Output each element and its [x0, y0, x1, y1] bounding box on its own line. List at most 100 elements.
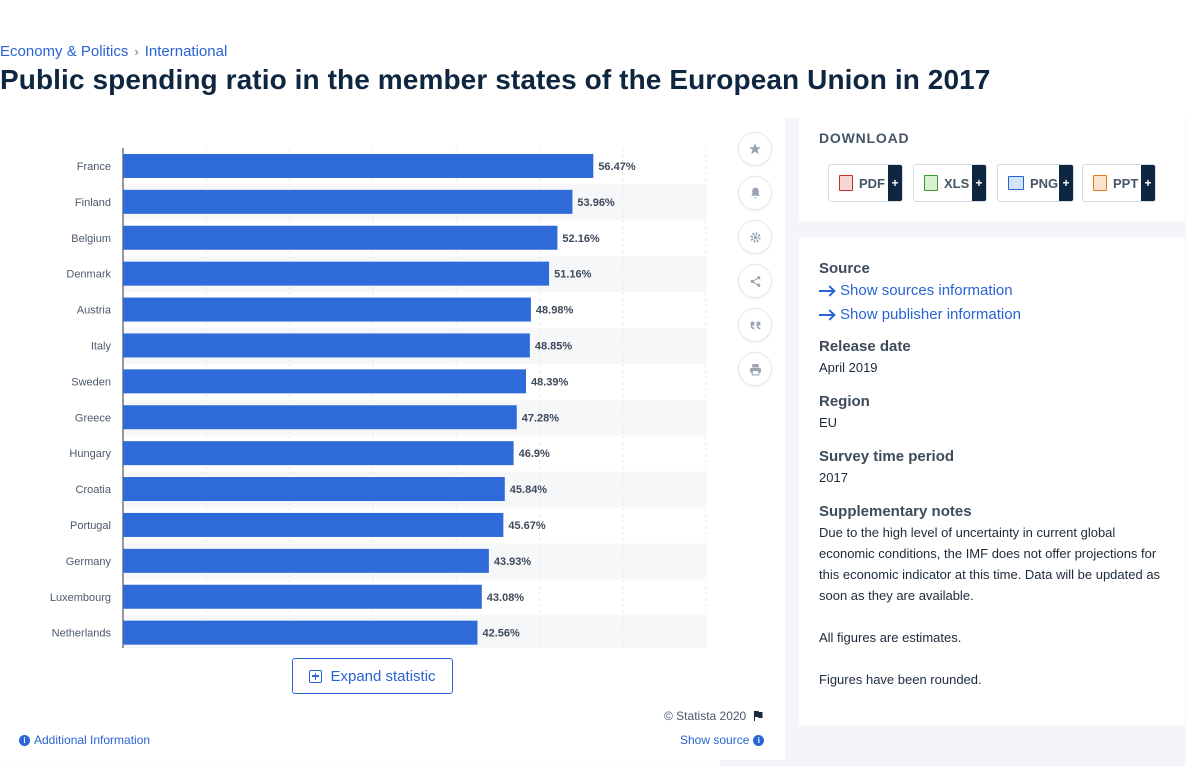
region-label: Region [819, 393, 870, 410]
flag-icon[interactable] [752, 710, 764, 722]
expand-statistic-label: Expand statistic [330, 667, 436, 685]
bar[interactable] [123, 261, 550, 286]
survey-period-value: 2017 [819, 470, 848, 485]
pdf-plus: + [888, 165, 902, 201]
quote-icon[interactable] [738, 308, 772, 342]
bar[interactable] [123, 333, 530, 358]
show-publisher-label: Show publisher information [840, 306, 1021, 323]
arrow-right-icon [819, 314, 833, 316]
category-label: Denmark [66, 269, 111, 281]
category-label: Germany [66, 556, 112, 568]
release-date-label: Release date [819, 338, 911, 355]
value-label: 45.84% [510, 484, 548, 496]
breadcrumb: Economy & Politics › International [0, 43, 227, 60]
category-label: Finland [75, 197, 111, 209]
info-card: Source Show sources information Show pub… [799, 237, 1185, 725]
category-label: Greece [75, 412, 111, 424]
show-source-link[interactable]: Show source i [680, 733, 765, 747]
star-icon[interactable] [738, 132, 772, 166]
category-label: Austria [77, 305, 112, 317]
ppt-label: PPT [1113, 175, 1139, 191]
supplementary-notes-text: Due to the high level of uncertainty in … [819, 525, 1161, 603]
value-label: 42.56% [482, 628, 520, 640]
value-label: 51.16% [554, 269, 592, 281]
gear-icon[interactable] [738, 220, 772, 254]
value-label: 53.96% [577, 197, 615, 209]
bar[interactable] [123, 153, 594, 178]
copyright-text: © Statista 2020 [664, 709, 747, 723]
bar[interactable] [123, 584, 482, 609]
page-header [0, 0, 1186, 118]
bar[interactable] [123, 620, 478, 645]
download-png-button[interactable]: PNG + [997, 164, 1074, 202]
value-label: 52.16% [562, 233, 600, 245]
show-sources-link[interactable]: Show sources information [819, 279, 1164, 303]
value-label: 48.39% [531, 376, 569, 388]
arrow-right-icon [819, 290, 833, 292]
value-label: 43.93% [494, 556, 532, 568]
bar[interactable] [123, 189, 573, 214]
value-label: 48.85% [535, 340, 573, 352]
bar[interactable] [123, 548, 489, 573]
plus-square-icon [309, 669, 323, 683]
category-label: Croatia [76, 484, 112, 496]
bar[interactable] [123, 369, 527, 394]
bell-icon[interactable] [738, 176, 772, 210]
value-label: 45.67% [508, 520, 546, 532]
value-label: 48.98% [536, 305, 574, 317]
download-title: DOWNLOAD [819, 130, 910, 146]
additional-information-label: Additional Information [34, 733, 151, 747]
expand-statistic-button[interactable]: Expand statistic [292, 658, 453, 694]
release-date-value: April 2019 [819, 360, 878, 375]
xls-label: XLS [944, 175, 970, 191]
xls-plus: + [972, 165, 986, 201]
notes-estimates: All figures are estimates. [819, 630, 962, 645]
region-value: EU [819, 415, 838, 430]
download-xls-button[interactable]: XLS + [913, 164, 987, 202]
share-icon[interactable] [738, 264, 772, 298]
additional-information-link[interactable]: i Additional Information [19, 733, 150, 747]
page-title: Public spending ratio in the member stat… [0, 64, 991, 95]
copyright: © Statista 2020 [664, 709, 764, 723]
bar-chart: France 56.47% Finland 53.96% Belgium 52.16% De… [50, 148, 707, 648]
category-label: Sweden [71, 376, 111, 388]
info-icon: i [753, 734, 765, 746]
notes-rounded: Figures have been rounded. [819, 672, 982, 687]
breadcrumb-international[interactable]: International [144, 43, 228, 60]
download-card: DOWNLOAD PDF + XLS + PNG + PPT + [799, 118, 1185, 221]
ppt-plus: + [1141, 165, 1155, 201]
category-label: Portugal [70, 520, 111, 532]
survey-period-label: Survey time period [819, 448, 955, 465]
category-label: France [77, 161, 111, 173]
category-label: Hungary [69, 448, 111, 460]
bar[interactable] [123, 441, 514, 466]
chart-toolbar [738, 132, 772, 396]
bar[interactable] [123, 405, 517, 430]
category-label: Netherlands [52, 628, 112, 640]
show-publisher-link[interactable]: Show publisher information [819, 303, 1164, 327]
bar[interactable] [123, 477, 505, 502]
png-file-icon [1008, 176, 1024, 190]
value-label: 47.28% [522, 412, 560, 424]
png-label: PNG [1030, 175, 1059, 191]
print-icon[interactable] [738, 352, 772, 386]
download-pdf-button[interactable]: PDF + [828, 164, 903, 202]
download-ppt-button[interactable]: PPT + [1082, 164, 1156, 202]
png-plus: + [1059, 165, 1073, 201]
breadcrumb-separator: › [134, 44, 139, 59]
bar[interactable] [123, 297, 531, 322]
value-label: 46.9% [519, 448, 550, 460]
supplementary-notes-label: Supplementary notes [819, 503, 972, 520]
value-label: 43.08% [487, 592, 525, 604]
show-source-label: Show source [680, 733, 750, 747]
pdf-label: PDF [859, 175, 885, 191]
category-label: Belgium [71, 233, 111, 245]
xls-file-icon [924, 175, 938, 191]
breadcrumb-economy-politics[interactable]: Economy & Politics [0, 43, 129, 60]
chart-card: France 56.47% Finland 53.96% Belgium 52.16% De… [0, 118, 785, 766]
chart-fade-overlay [0, 706, 720, 766]
category-label: Italy [91, 340, 112, 352]
info-icon: i [19, 734, 30, 746]
bar[interactable] [123, 512, 504, 537]
bar[interactable] [123, 225, 558, 250]
